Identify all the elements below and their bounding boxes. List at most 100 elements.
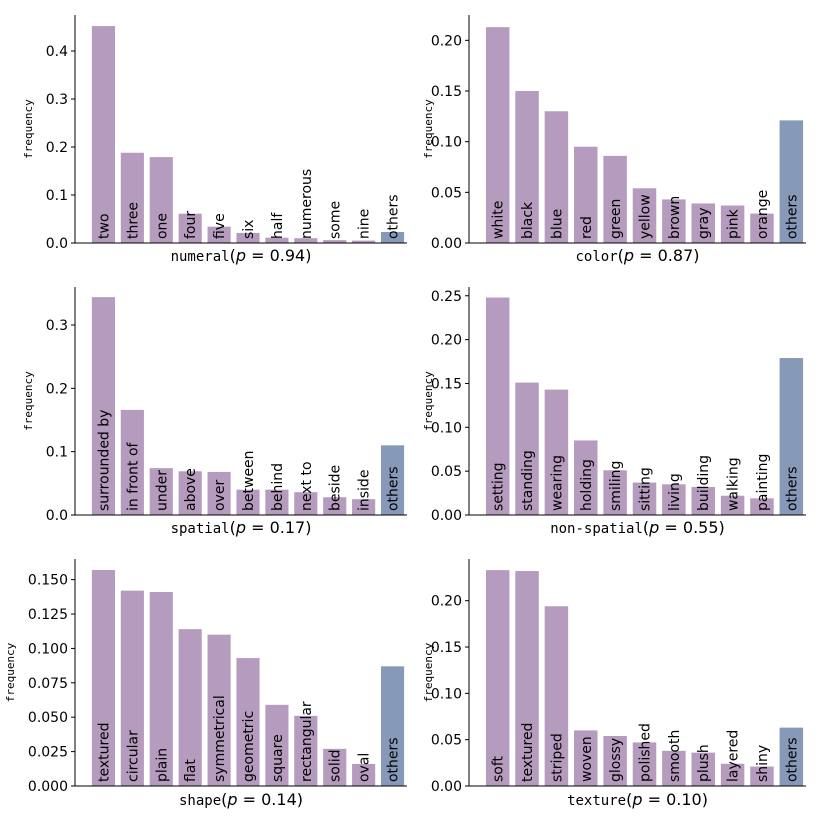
bar-label: over xyxy=(212,480,228,511)
bar-label: above xyxy=(183,468,199,511)
bar-label: others xyxy=(784,194,800,239)
y-axis-label: frequency xyxy=(422,99,435,159)
y-tick-label: 0.25 xyxy=(431,289,462,305)
y-tick-label: 0.05 xyxy=(431,733,462,749)
bar-blue xyxy=(544,111,569,244)
bar-red xyxy=(574,146,598,243)
y-tick-label: 0.0 xyxy=(46,508,68,524)
bar-label: black xyxy=(520,201,536,239)
bar-label: between xyxy=(241,450,257,511)
bar-label: plain xyxy=(154,748,170,782)
bar-three xyxy=(120,152,144,243)
bar-yellow xyxy=(632,188,657,243)
bar-shiny xyxy=(750,766,774,786)
bar-layered xyxy=(720,763,745,786)
chart-panel-texture: soft textured striped woven glossy polished sm… xyxy=(422,559,806,809)
bar-label: textured xyxy=(520,723,536,782)
bar-green xyxy=(603,155,627,243)
bar-label: rectangular xyxy=(299,701,315,782)
bar-four xyxy=(178,213,202,243)
bar-label: others xyxy=(386,194,402,239)
bar-walking xyxy=(720,495,745,515)
bar-label: surrounded by xyxy=(96,410,112,511)
bar-label: oval xyxy=(357,753,373,782)
bar-label: under xyxy=(154,470,170,511)
y-axis-label: frequency xyxy=(4,642,17,702)
y-tick-label: 0.4 xyxy=(46,44,68,60)
y-axis-label: frequency xyxy=(22,99,35,159)
bar-wearing xyxy=(544,389,569,515)
bar-label: gray xyxy=(696,207,712,239)
y-tick-label: 0.1 xyxy=(46,188,68,204)
bar-label: four xyxy=(183,211,199,239)
bar-label: six xyxy=(241,220,257,239)
bar-six xyxy=(236,232,260,243)
bar-label: textured xyxy=(96,723,112,782)
bar-solid xyxy=(323,748,347,786)
bar-label: painting xyxy=(755,454,771,511)
bar-others xyxy=(380,231,405,243)
bar-label: plush xyxy=(696,744,712,782)
y-tick-label: 0.075 xyxy=(28,676,68,692)
y-tick-label: 0.0 xyxy=(46,236,68,252)
bar-label: living xyxy=(667,473,683,511)
bar-beside xyxy=(323,497,347,515)
bar-label: wearing xyxy=(549,455,565,511)
bar-plush xyxy=(691,752,715,786)
y-tick-label: 0.20 xyxy=(431,594,462,610)
bar-square xyxy=(265,704,289,786)
bar-label: next to xyxy=(299,461,315,511)
bar-above xyxy=(178,471,202,515)
bar-sitting xyxy=(632,482,657,515)
bar-symmetrical xyxy=(207,634,231,786)
y-tick-label: 0.20 xyxy=(431,333,462,349)
y-tick-label: 0.10 xyxy=(431,686,462,702)
bar-label: flat xyxy=(183,759,199,782)
bar-gray xyxy=(691,203,715,243)
bar-label: square xyxy=(270,734,286,782)
bar-next-to xyxy=(294,492,318,515)
bar-label: smiling xyxy=(608,461,624,511)
bar-striped xyxy=(544,606,569,786)
bar-two xyxy=(91,26,116,244)
y-tick-label: 0.05 xyxy=(431,464,462,480)
bar-setting xyxy=(485,297,510,515)
bar-label: beside xyxy=(328,465,344,511)
bar-woven xyxy=(574,730,598,786)
x-axis-label: texture(p = 0.10) xyxy=(567,790,708,809)
y-tick-label: 0.00 xyxy=(431,779,462,795)
y-tick-label: 0.20 xyxy=(431,33,462,49)
y-axis-label: frequency xyxy=(422,371,435,431)
bar-label: some xyxy=(328,201,344,239)
chart-panel-non-spatial: setting standing wearing holding smiling sitt… xyxy=(422,287,806,537)
y-tick-label: 0.2 xyxy=(46,381,68,397)
bar-label: brown xyxy=(667,196,683,239)
y-tick-label: 0.15 xyxy=(431,84,462,100)
bar-label: five xyxy=(212,213,228,239)
bar-label: blue xyxy=(549,209,565,239)
y-tick-label: 0.050 xyxy=(28,710,68,726)
bar-brown xyxy=(662,199,686,243)
bar-five xyxy=(207,226,231,243)
bar-living xyxy=(662,484,686,515)
bar-label: in front of xyxy=(125,441,141,511)
bar-label: red xyxy=(579,216,595,239)
y-tick-label: 0.15 xyxy=(431,376,462,392)
bar-label: yellow xyxy=(638,194,654,239)
bar-label: woven xyxy=(579,736,595,782)
y-axis-label: frequency xyxy=(422,642,435,702)
x-axis-label: numeral(p = 0.94) xyxy=(171,246,312,265)
bar-label: geometric xyxy=(241,711,257,782)
bar-label: layered xyxy=(726,730,742,782)
bar-painting xyxy=(750,498,774,515)
bar-label: striped xyxy=(549,733,565,782)
bar-label: glossy xyxy=(608,738,624,782)
bar-label: setting xyxy=(491,462,507,511)
bar-label: symmetrical xyxy=(212,695,228,782)
bar-label: others xyxy=(386,466,402,511)
bar-label: standing xyxy=(520,450,536,511)
x-axis-label: shape(p = 0.14) xyxy=(179,790,303,809)
bar-black xyxy=(515,91,539,243)
bar-oval xyxy=(352,763,376,786)
x-axis-label: non-spatial(p = 0.55) xyxy=(550,518,725,537)
